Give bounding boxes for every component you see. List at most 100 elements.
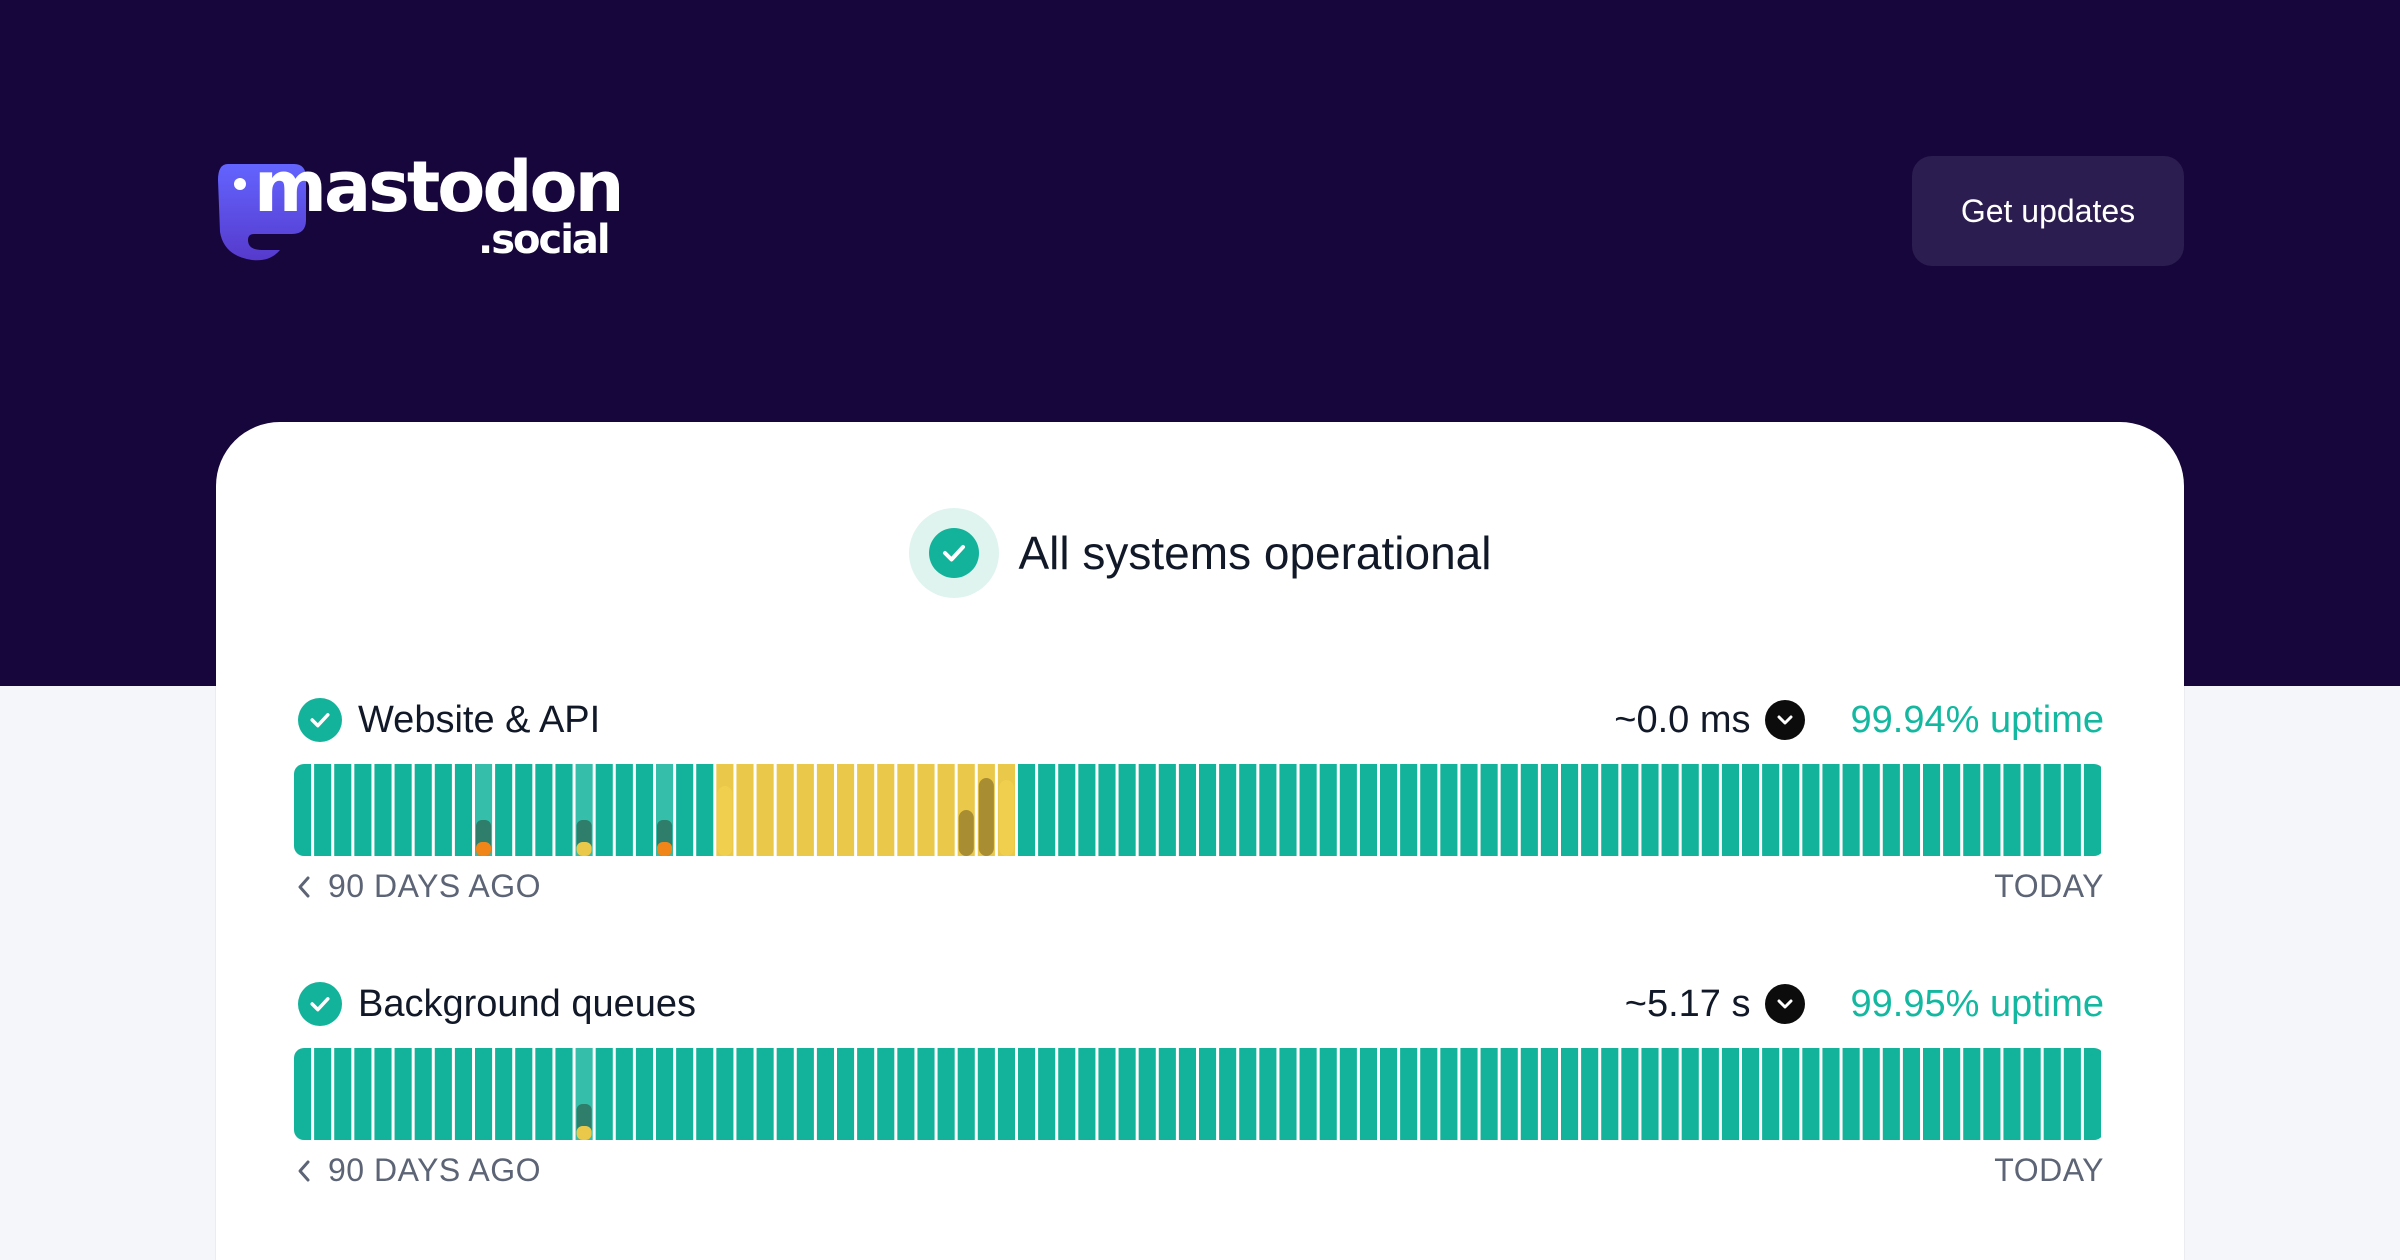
day-bar[interactable] — [1219, 764, 1237, 856]
day-bar[interactable] — [1520, 764, 1538, 856]
day-bar[interactable] — [1339, 764, 1357, 856]
day-bar[interactable] — [2023, 1048, 2041, 1140]
day-bar[interactable] — [1259, 1048, 1277, 1140]
day-bar[interactable] — [1098, 764, 1116, 856]
day-bar[interactable] — [1802, 764, 1820, 856]
day-bar[interactable] — [1822, 1048, 1840, 1140]
day-bar[interactable] — [2083, 1048, 2101, 1140]
day-bar[interactable] — [1782, 764, 1800, 856]
day-bar[interactable] — [454, 764, 472, 856]
day-bar[interactable] — [1199, 764, 1217, 856]
mastodon-social-logo[interactable]: mastodon .social — [214, 152, 624, 268]
day-bar[interactable] — [1319, 764, 1337, 856]
day-bar[interactable] — [1681, 1048, 1699, 1140]
day-bar[interactable] — [1460, 764, 1478, 856]
day-bar[interactable] — [1178, 764, 1196, 856]
day-bar[interactable] — [917, 1048, 935, 1140]
day-bar[interactable] — [2023, 764, 2041, 856]
day-bar[interactable] — [334, 764, 352, 856]
day-bar[interactable] — [1480, 764, 1498, 856]
day-bar[interactable] — [1078, 764, 1096, 856]
day-bar[interactable] — [1038, 1048, 1056, 1140]
day-bar[interactable] — [2043, 1048, 2061, 1140]
previous-range-link[interactable]: 90 DAYS AGO — [294, 868, 541, 905]
day-bar[interactable] — [434, 1048, 452, 1140]
day-bar[interactable] — [1500, 764, 1518, 856]
day-bar[interactable] — [394, 764, 412, 856]
day-bar[interactable] — [1018, 1048, 1036, 1140]
day-bar[interactable] — [1460, 1048, 1478, 1140]
day-bar[interactable] — [1902, 764, 1920, 856]
day-bar[interactable] — [1480, 1048, 1498, 1140]
day-bar[interactable] — [696, 764, 714, 856]
day-bar[interactable] — [1862, 1048, 1880, 1140]
day-bar[interactable] — [1339, 1048, 1357, 1140]
day-bar[interactable] — [1440, 1048, 1458, 1140]
day-bar[interactable] — [857, 764, 875, 856]
day-bar[interactable] — [937, 1048, 955, 1140]
day-bar[interactable] — [676, 764, 694, 856]
day-bar[interactable] — [1098, 1048, 1116, 1140]
day-bar[interactable] — [1923, 1048, 1941, 1140]
day-bar[interactable] — [1038, 764, 1056, 856]
day-bar[interactable] — [1299, 764, 1317, 856]
day-bar[interactable] — [535, 764, 553, 856]
day-bar[interactable] — [495, 764, 513, 856]
day-bar[interactable] — [1902, 1048, 1920, 1140]
chevron-down-icon[interactable] — [1764, 984, 1805, 1024]
day-bar[interactable] — [1983, 1048, 2001, 1140]
day-bar[interactable] — [635, 764, 653, 856]
day-bar[interactable] — [1721, 764, 1739, 856]
day-bar[interactable] — [1601, 1048, 1619, 1140]
day-bar[interactable] — [1440, 764, 1458, 856]
day-bar[interactable] — [776, 764, 794, 856]
day-bar[interactable] — [1118, 1048, 1136, 1140]
get-updates-button[interactable]: Get updates — [1912, 156, 2184, 266]
day-bar[interactable] — [1178, 1048, 1196, 1140]
day-bar[interactable] — [1138, 1048, 1156, 1140]
day-bar[interactable] — [837, 764, 855, 856]
day-bar[interactable] — [1782, 1048, 1800, 1140]
day-bar[interactable] — [1661, 1048, 1679, 1140]
day-bar[interactable] — [1158, 764, 1176, 856]
day-bar[interactable] — [776, 1048, 794, 1140]
day-bar[interactable] — [1540, 1048, 1558, 1140]
day-bar[interactable] — [394, 1048, 412, 1140]
day-bar[interactable] — [1199, 1048, 1217, 1140]
day-bar[interactable] — [1681, 764, 1699, 856]
day-bar[interactable] — [1802, 1048, 1820, 1140]
day-bar[interactable] — [1380, 764, 1398, 856]
day-bar[interactable] — [1721, 1048, 1739, 1140]
day-bar[interactable] — [1380, 1048, 1398, 1140]
day-bar[interactable] — [1923, 764, 1941, 856]
day-bar[interactable] — [354, 764, 372, 856]
day-bar[interactable] — [374, 764, 392, 856]
day-bar[interactable] — [1058, 764, 1076, 856]
day-bar[interactable] — [796, 1048, 814, 1140]
day-bar[interactable] — [1359, 1048, 1377, 1140]
day-bar[interactable] — [1641, 764, 1659, 856]
day-bar[interactable] — [414, 764, 432, 856]
day-bar[interactable] — [595, 1048, 613, 1140]
day-bar[interactable] — [2063, 1048, 2081, 1140]
day-bar[interactable] — [2063, 764, 2081, 856]
day-bar[interactable] — [535, 1048, 553, 1140]
day-bar[interactable] — [756, 764, 774, 856]
day-bar[interactable] — [1963, 764, 1981, 856]
day-bar[interactable] — [1219, 1048, 1237, 1140]
day-bar[interactable] — [334, 1048, 352, 1140]
day-bar[interactable] — [1842, 1048, 1860, 1140]
day-bar[interactable] — [937, 764, 955, 856]
day-bar[interactable] — [1279, 1048, 1297, 1140]
day-bar[interactable] — [1882, 1048, 1900, 1140]
day-bar[interactable] — [515, 1048, 533, 1140]
day-bar[interactable] — [1581, 1048, 1599, 1140]
day-bar[interactable] — [1963, 1048, 1981, 1140]
day-bar[interactable] — [997, 1048, 1015, 1140]
previous-range-link[interactable]: 90 DAYS AGO — [294, 1152, 541, 1189]
day-bar[interactable] — [414, 1048, 432, 1140]
day-bar[interactable] — [2043, 764, 2061, 856]
day-bar[interactable] — [1500, 1048, 1518, 1140]
day-bar[interactable] — [897, 1048, 915, 1140]
day-bar[interactable] — [957, 1048, 975, 1140]
